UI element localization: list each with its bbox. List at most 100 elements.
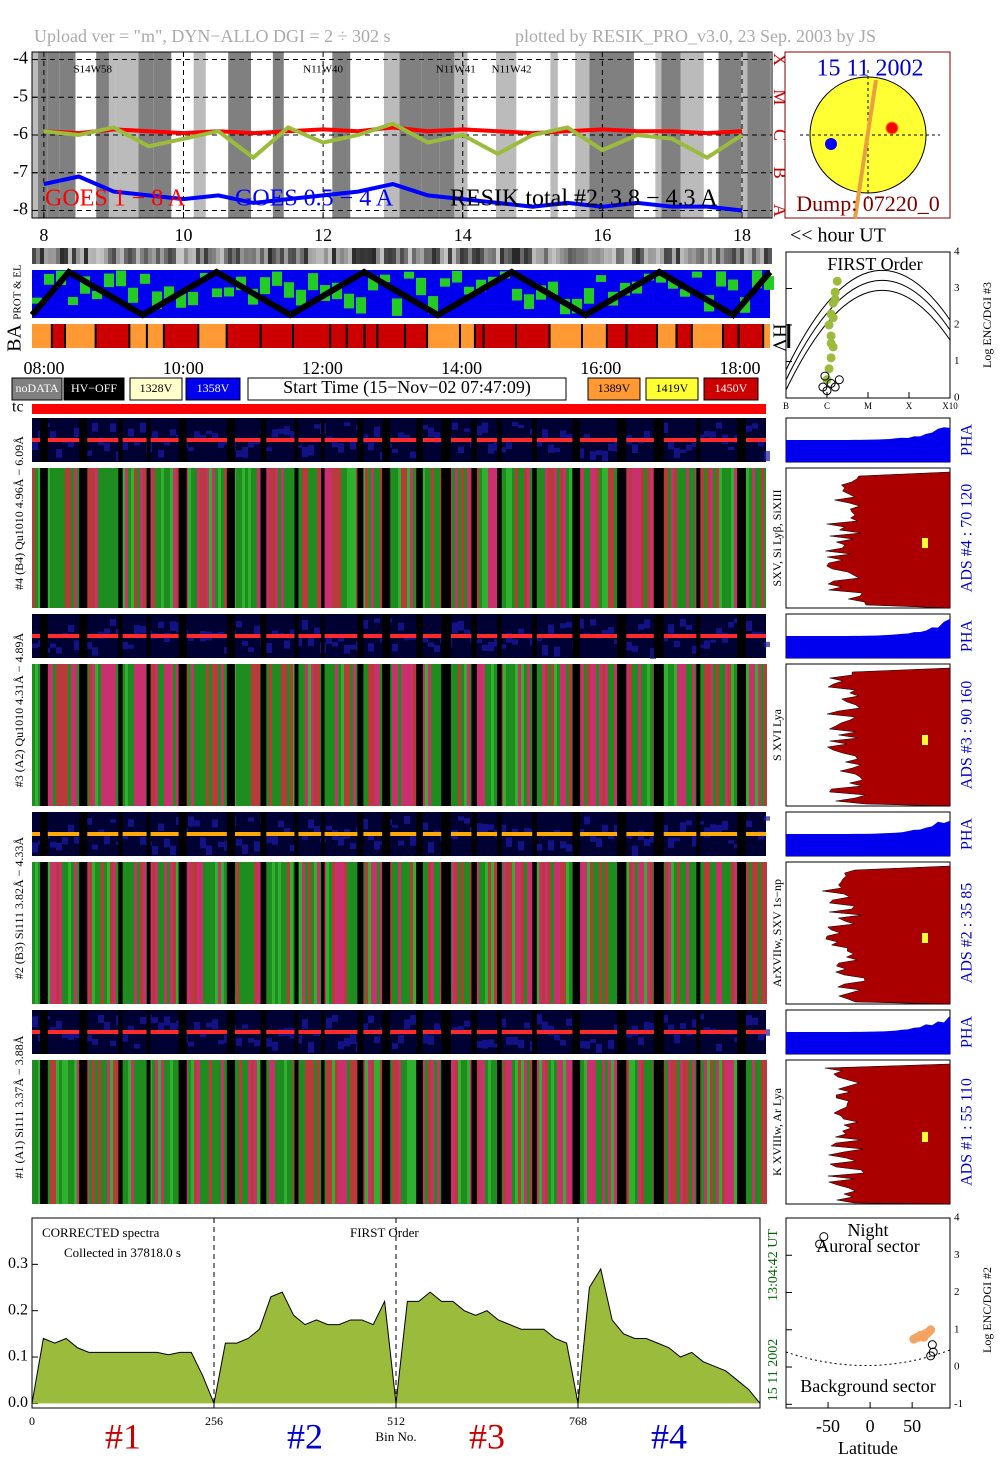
pha-noise <box>350 1034 356 1045</box>
ads-label: ADS #4 : 70 120 <box>959 484 976 592</box>
pha-noise <box>212 433 218 440</box>
data-gap <box>737 1060 746 1204</box>
pha-noise <box>680 822 686 833</box>
spectrogram-column <box>332 862 335 1004</box>
pha-noise <box>512 639 518 645</box>
x-tick-label: C <box>824 401 830 411</box>
spectrogram-column <box>608 468 611 608</box>
spectrogram-column <box>410 1060 413 1204</box>
spectrogram-column <box>32 468 35 608</box>
particle-strip <box>244 248 248 264</box>
pha-noise <box>428 427 434 438</box>
spectrogram-column <box>725 664 728 806</box>
pha-noise <box>716 1043 722 1052</box>
spectrogram-column <box>89 862 92 1004</box>
region-label: S14W58 <box>73 64 112 76</box>
data-gap <box>441 1060 451 1204</box>
data-gap <box>497 862 502 1004</box>
pha-noise <box>164 440 170 446</box>
spectrogram-column <box>62 664 65 806</box>
pha-noise <box>272 835 278 845</box>
data-gap <box>532 1010 537 1054</box>
pha-noise <box>644 619 650 629</box>
pha-noise <box>32 1016 38 1028</box>
spectrogram-column <box>191 862 194 1004</box>
radiation-patch <box>152 291 162 309</box>
hv-strip <box>96 324 131 348</box>
data-gap <box>226 664 235 806</box>
particle-strip <box>448 248 452 264</box>
particle-strip <box>532 248 536 264</box>
spectrogram-column <box>410 862 413 1004</box>
data-gap <box>471 664 477 806</box>
orbit-band <box>383 52 400 218</box>
pha-noise <box>494 442 500 451</box>
particle-strip <box>176 248 180 264</box>
radiation-patch <box>284 282 294 298</box>
pha-noise <box>350 644 356 650</box>
y-tick-label: -7 <box>13 161 28 181</box>
pha-noise <box>296 444 302 448</box>
spectrogram-column <box>362 1060 365 1204</box>
pha-noise <box>458 621 464 631</box>
pha-noise <box>326 636 332 644</box>
spectrogram-column <box>638 468 641 608</box>
legend-box <box>645 377 699 401</box>
particle-strip <box>112 248 116 264</box>
data-gap <box>118 1060 123 1204</box>
spectrogram-column <box>314 664 317 806</box>
pha-noise <box>248 1038 254 1043</box>
pha-noise <box>284 426 290 436</box>
data-gap <box>118 614 123 658</box>
spectrogram-column <box>317 468 320 608</box>
spectrogram-column <box>368 664 371 806</box>
spectrogram-column <box>671 468 674 608</box>
spectrogram-column <box>305 1060 308 1204</box>
pha-noise <box>128 1025 134 1032</box>
spectrogram-column <box>530 1060 533 1204</box>
spectrogram-column <box>551 664 554 806</box>
particle-strip <box>628 248 632 264</box>
particle-strip <box>380 248 384 264</box>
hv-strip <box>199 324 228 348</box>
radiation-patch <box>392 298 402 316</box>
particle-strip <box>180 248 184 264</box>
spectrogram-column <box>551 468 554 608</box>
spectrogram-column <box>278 862 281 1004</box>
radiation-patch <box>308 273 318 291</box>
ads-label: ADS #2 : 35 85 <box>959 883 976 983</box>
pha-noise <box>272 1041 278 1051</box>
particle-strip <box>768 248 772 264</box>
hv-strip <box>657 324 678 348</box>
pha-noise <box>566 1018 572 1027</box>
spectrogram-column <box>257 1060 260 1204</box>
pha-noise <box>590 1039 596 1043</box>
spectrogram-column <box>335 862 338 1004</box>
pha-noise <box>548 840 554 851</box>
ads-histogram <box>825 471 951 609</box>
particle-strip <box>596 248 600 264</box>
y-tick-label: 1 <box>954 355 960 367</box>
particle-strip <box>132 248 136 264</box>
spectrogram-column <box>608 1060 611 1204</box>
pha-noise <box>140 836 146 845</box>
legend-entry: RESIK total #2, 3.8 − 4.3 A <box>450 186 718 212</box>
spectrogram-column <box>716 1060 719 1204</box>
particle-strip <box>416 248 420 264</box>
spectrogram-column <box>140 664 143 806</box>
spectrogram-column <box>311 664 314 806</box>
data-gap <box>696 614 701 658</box>
particle-strip <box>464 248 468 264</box>
pha-noise <box>104 834 110 845</box>
spectrogram-column <box>212 468 215 608</box>
pha-noise <box>140 422 146 433</box>
particle-strip <box>264 248 268 264</box>
spectrogram-column <box>668 1060 671 1204</box>
pha-noise <box>74 427 80 438</box>
pha-noise <box>284 640 290 649</box>
spectrogram-column <box>704 1060 707 1204</box>
data-gap <box>572 1060 581 1204</box>
spectrogram-column <box>197 468 200 608</box>
hv-strip <box>460 324 476 348</box>
